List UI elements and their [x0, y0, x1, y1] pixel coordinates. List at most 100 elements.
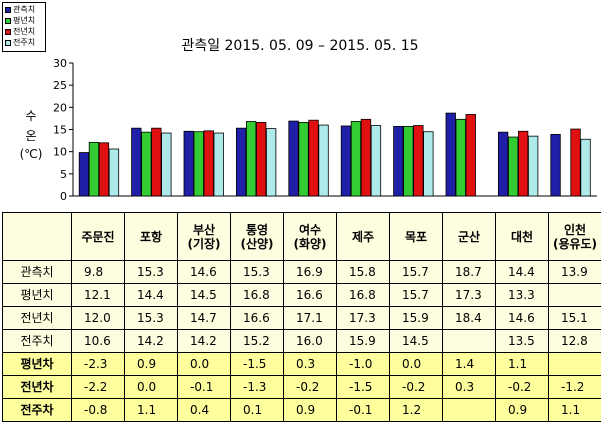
bar-전년치: [152, 128, 162, 196]
bar-전주치: [214, 133, 224, 196]
y-tick-label: 0: [60, 190, 67, 203]
table-cell: 18.7: [443, 261, 496, 284]
table-cell: 15.8: [337, 261, 390, 284]
bar-관측치: [446, 113, 456, 196]
table-cell: -0.2: [284, 376, 337, 399]
table-column-header: 여수(화양): [284, 213, 337, 261]
table-cell: -0.1: [178, 376, 231, 399]
bar-관측치: [184, 131, 194, 196]
table-row-label: 전주차: [3, 399, 72, 422]
bar-평년치: [299, 122, 309, 196]
table-row-label: 전년치: [3, 307, 72, 330]
table-column-header: 주문진: [72, 213, 125, 261]
chart-title: 관측일 2015. 05. 09 – 2015. 05. 15: [181, 38, 418, 54]
table-cell: 15.3: [125, 261, 178, 284]
legend-swatch: [5, 18, 11, 24]
y-tick-label: 25: [53, 79, 67, 92]
table-cell: 14.2: [178, 330, 231, 353]
table-cell: 12.8: [549, 330, 601, 353]
table-cell: 0.0: [125, 376, 178, 399]
bar-전년치: [99, 143, 109, 196]
legend-entry: 관측치: [5, 4, 43, 15]
bar-평년치: [89, 142, 99, 196]
table-cell: [549, 284, 601, 307]
table-cell: 10.6: [72, 330, 125, 353]
table-cell: 9.8: [72, 261, 125, 284]
bar-관측치: [341, 126, 351, 196]
table-cell: 15.2: [231, 330, 284, 353]
table-cell: 16.0: [284, 330, 337, 353]
table-cell: 16.8: [337, 284, 390, 307]
bar-전주치: [424, 132, 434, 196]
table-column-header: 인천(용유도): [549, 213, 601, 261]
table-cell: 15.3: [231, 261, 284, 284]
bar-평년치: [508, 137, 518, 196]
table-cell: -0.2: [390, 376, 443, 399]
table-cell: 16.6: [231, 307, 284, 330]
table-cell: 0.3: [284, 353, 337, 376]
table-cell: 1.4: [443, 353, 496, 376]
bar-전년치: [466, 114, 476, 196]
table-cell: 0.4: [178, 399, 231, 422]
bar-평년치: [142, 132, 152, 196]
table-cell: 14.6: [178, 261, 231, 284]
table-cell: 14.2: [125, 330, 178, 353]
table-cell: 15.1: [549, 307, 601, 330]
table-cell: 15.9: [337, 330, 390, 353]
table-cell: 14.4: [496, 261, 549, 284]
table-cell: 15.9: [390, 307, 443, 330]
bar-전년치: [256, 122, 266, 196]
table-cell: -1.2: [549, 376, 601, 399]
bar-전주치: [371, 126, 381, 196]
bar-관측치: [394, 126, 404, 196]
bar-관측치: [236, 128, 246, 196]
bar-전년치: [309, 120, 319, 196]
bar-전년치: [571, 129, 581, 196]
table-row-label: 관측치: [3, 261, 72, 284]
table-cell: 17.3: [337, 307, 390, 330]
bar-관측치: [498, 132, 508, 196]
table-cell: 16.6: [284, 284, 337, 307]
y-tick-label: 10: [53, 146, 67, 159]
bar-평년치: [404, 126, 414, 196]
bar-평년치: [456, 119, 466, 196]
legend-label: 전주치: [13, 37, 35, 48]
legend-swatch: [5, 40, 11, 46]
legend-entry: 평년치: [5, 15, 43, 26]
bar-관측치: [289, 121, 299, 196]
table-cell: 15.3: [125, 307, 178, 330]
legend-entry: 전주치: [5, 37, 43, 48]
bar-전년치: [414, 126, 424, 196]
table-corner: [3, 213, 72, 261]
table-cell: 13.5: [496, 330, 549, 353]
table-cell: 13.9: [549, 261, 601, 284]
table-column-header: 제주: [337, 213, 390, 261]
bar-전주치: [581, 139, 591, 196]
table-cell: -1.3: [231, 376, 284, 399]
y-axis-label: 수: [25, 109, 36, 123]
table-cell: 0.9: [496, 399, 549, 422]
table-cell: 14.6: [496, 307, 549, 330]
table-column-header: 부산(기장): [178, 213, 231, 261]
table-cell: -0.8: [72, 399, 125, 422]
bar-전년치: [361, 119, 371, 196]
table-column-header: 통영(산양): [231, 213, 284, 261]
table-row-label: 전년차: [3, 376, 72, 399]
table-column-header: 포항: [125, 213, 178, 261]
table-cell: 14.4: [125, 284, 178, 307]
table-cell: 17.3: [443, 284, 496, 307]
table-cell: 1.2: [390, 399, 443, 422]
bar-전주치: [528, 136, 538, 196]
table-cell: 14.5: [178, 284, 231, 307]
bar-관측치: [551, 134, 561, 196]
table-cell: 0.9: [284, 399, 337, 422]
table-cell: 15.7: [390, 261, 443, 284]
